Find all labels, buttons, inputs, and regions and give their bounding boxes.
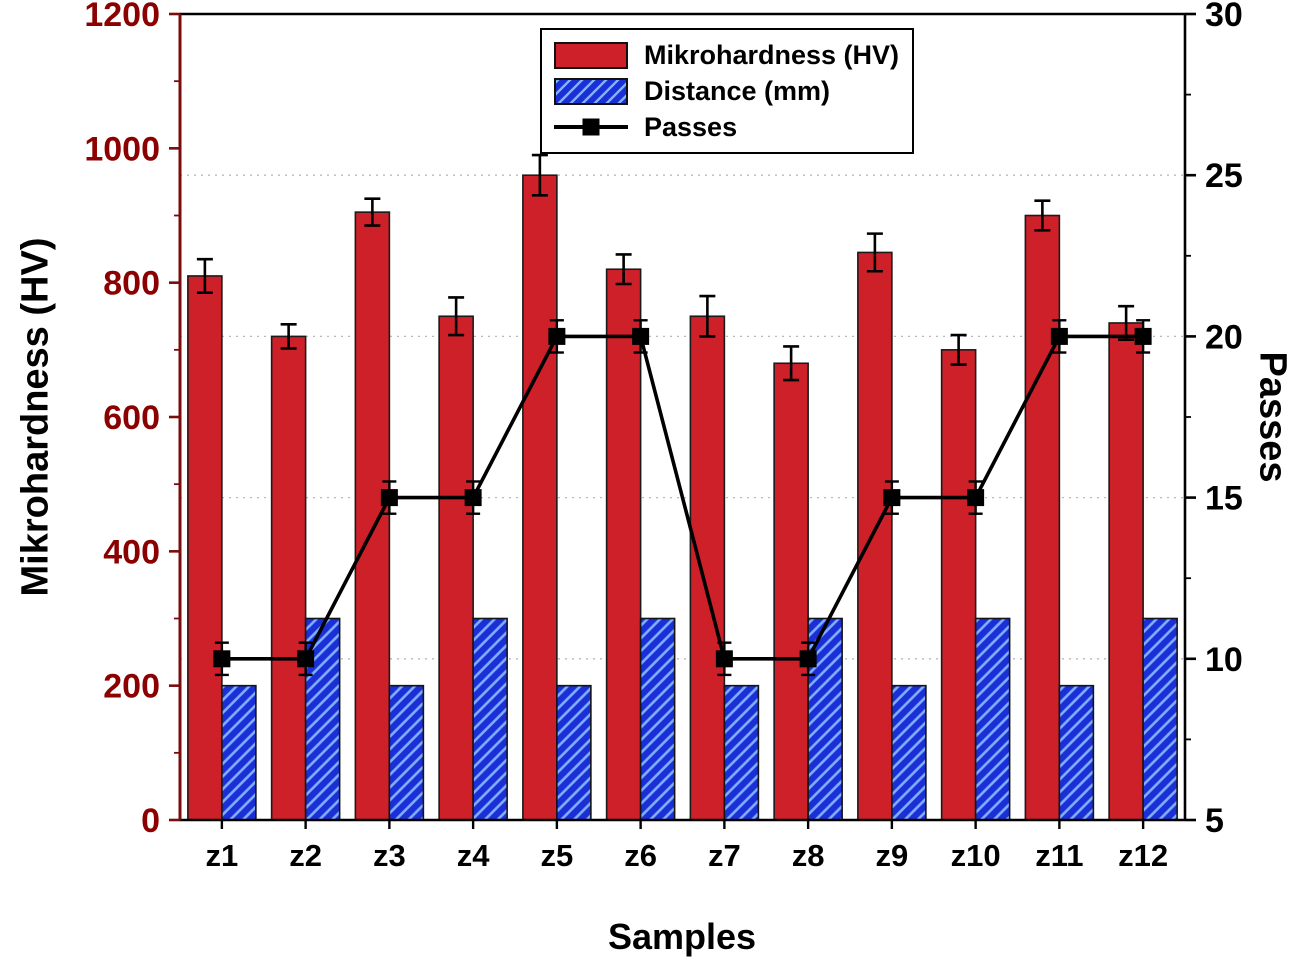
legend-item-passes: Passes (542, 109, 912, 145)
legend-item-mikrohardness: Mikrohardness (HV) (542, 37, 912, 73)
legend-swatch-passes (554, 114, 628, 141)
legend-label-mikrohardness: Mikrohardness (HV) (644, 39, 900, 70)
bar-distance-z4 (472, 617, 508, 821)
passes-marker-z2 (297, 650, 315, 668)
bar-distance-z5 (556, 684, 592, 821)
bar-distance-z10 (974, 617, 1011, 821)
left-axis-tick-label: 1200 (84, 0, 160, 34)
bar-mikrohardness-z9 (857, 251, 893, 821)
bar-mikrohardness-z11 (1024, 214, 1061, 821)
x-axis-tick-label-z7: z7 (708, 838, 741, 873)
bar-mikrohardness-z3 (354, 211, 391, 821)
bar-distance-z9 (891, 684, 927, 821)
x-axis-tick-label-z10: z10 (951, 838, 1001, 873)
right-axis-tick-label: 5 (1205, 802, 1224, 840)
passes-marker-z3 (380, 489, 398, 507)
bar-mikrohardness-z1 (187, 275, 223, 821)
legend-label-distance: Distance (mm) (644, 75, 831, 106)
bar-mikrohardness-z10 (940, 349, 977, 821)
x-axis-tick-label-z8: z8 (792, 838, 825, 873)
passes-line (221, 334, 1144, 661)
right-axis-tick-label: 10 (1205, 641, 1243, 679)
right-axis-tick-label: 25 (1205, 157, 1243, 195)
left-axis-tick-label: 200 (103, 668, 160, 706)
bar-distance-z11 (1058, 684, 1095, 821)
left-axis-tick-label: 400 (103, 533, 160, 571)
legend: Mikrohardness (HV) Distance (mm) Passes (540, 28, 914, 154)
passes-marker-z1 (213, 650, 231, 668)
right-axis-tick-label: 20 (1205, 318, 1243, 356)
passes-marker-z7 (715, 650, 733, 668)
x-axis-tick-label-z5: z5 (541, 838, 574, 873)
passes-marker-z4 (464, 489, 482, 507)
left-axis-tick-label: 800 (103, 265, 160, 303)
passes-marker-z9 (883, 489, 901, 507)
legend-swatch-distance (554, 77, 628, 105)
bar-distance-z3 (388, 684, 425, 821)
left-axis-title: Mikrohardness (HV) (14, 237, 57, 597)
bar-mikrohardness-z2 (270, 335, 307, 821)
passes-marker-z8 (799, 650, 817, 668)
left-axis-tick-label: 600 (103, 399, 160, 437)
x-axis-title: Samples (607, 916, 757, 957)
right-axis-tick-label: 30 (1205, 0, 1243, 34)
bar-mikrohardness-z6 (605, 268, 642, 821)
bar-mikrohardness-z12 (1108, 322, 1144, 821)
x-axis-tick-label-z9: z9 (876, 838, 909, 873)
legend-swatch-mikrohardness (554, 41, 628, 69)
bar-distance-z7 (723, 684, 760, 821)
x-axis-tick-label-z11: z11 (1035, 838, 1083, 873)
bar-distance-z6 (639, 617, 676, 821)
x-axis-tick-label-z2: z2 (289, 838, 322, 873)
legend-label-passes: Passes (644, 111, 738, 142)
right-axis-title: Passes (1251, 351, 1294, 483)
x-axis-tick-label-z6: z6 (624, 838, 657, 873)
passes-marker-z11 (1050, 327, 1068, 345)
bar-mikrohardness-z8 (773, 362, 809, 821)
bar-distance-z12 (1142, 617, 1178, 821)
bar-mikrohardness-z4 (438, 315, 474, 821)
x-axis-tick-label-z3: z3 (373, 838, 406, 873)
passes-marker-z12 (1134, 327, 1152, 345)
legend-square-marker-icon (582, 118, 600, 136)
left-axis-tick-label: 0 (141, 802, 160, 840)
right-axis-tick-label: 15 (1205, 480, 1243, 518)
x-axis-tick-label-z1: z1 (206, 838, 239, 873)
passes-marker-z5 (548, 327, 566, 345)
bar-mikrohardness-z5 (522, 174, 558, 821)
legend-item-distance: Distance (mm) (542, 73, 912, 109)
plot-area: 0 200 400 600 800 1000 1200 5 10 15 20 25 30 z1 z2 z3 z4… (84, 0, 1242, 873)
passes-marker-z6 (632, 327, 650, 345)
passes-marker-z10 (967, 489, 985, 507)
x-axis-tick-label-z4: z4 (457, 838, 491, 873)
bar-mikrohardness-z7 (689, 315, 726, 821)
x-axis-tick-label-z12: z12 (1118, 838, 1168, 873)
left-axis-tick-label: 1000 (84, 130, 160, 168)
bar-distance-z1 (221, 684, 257, 821)
